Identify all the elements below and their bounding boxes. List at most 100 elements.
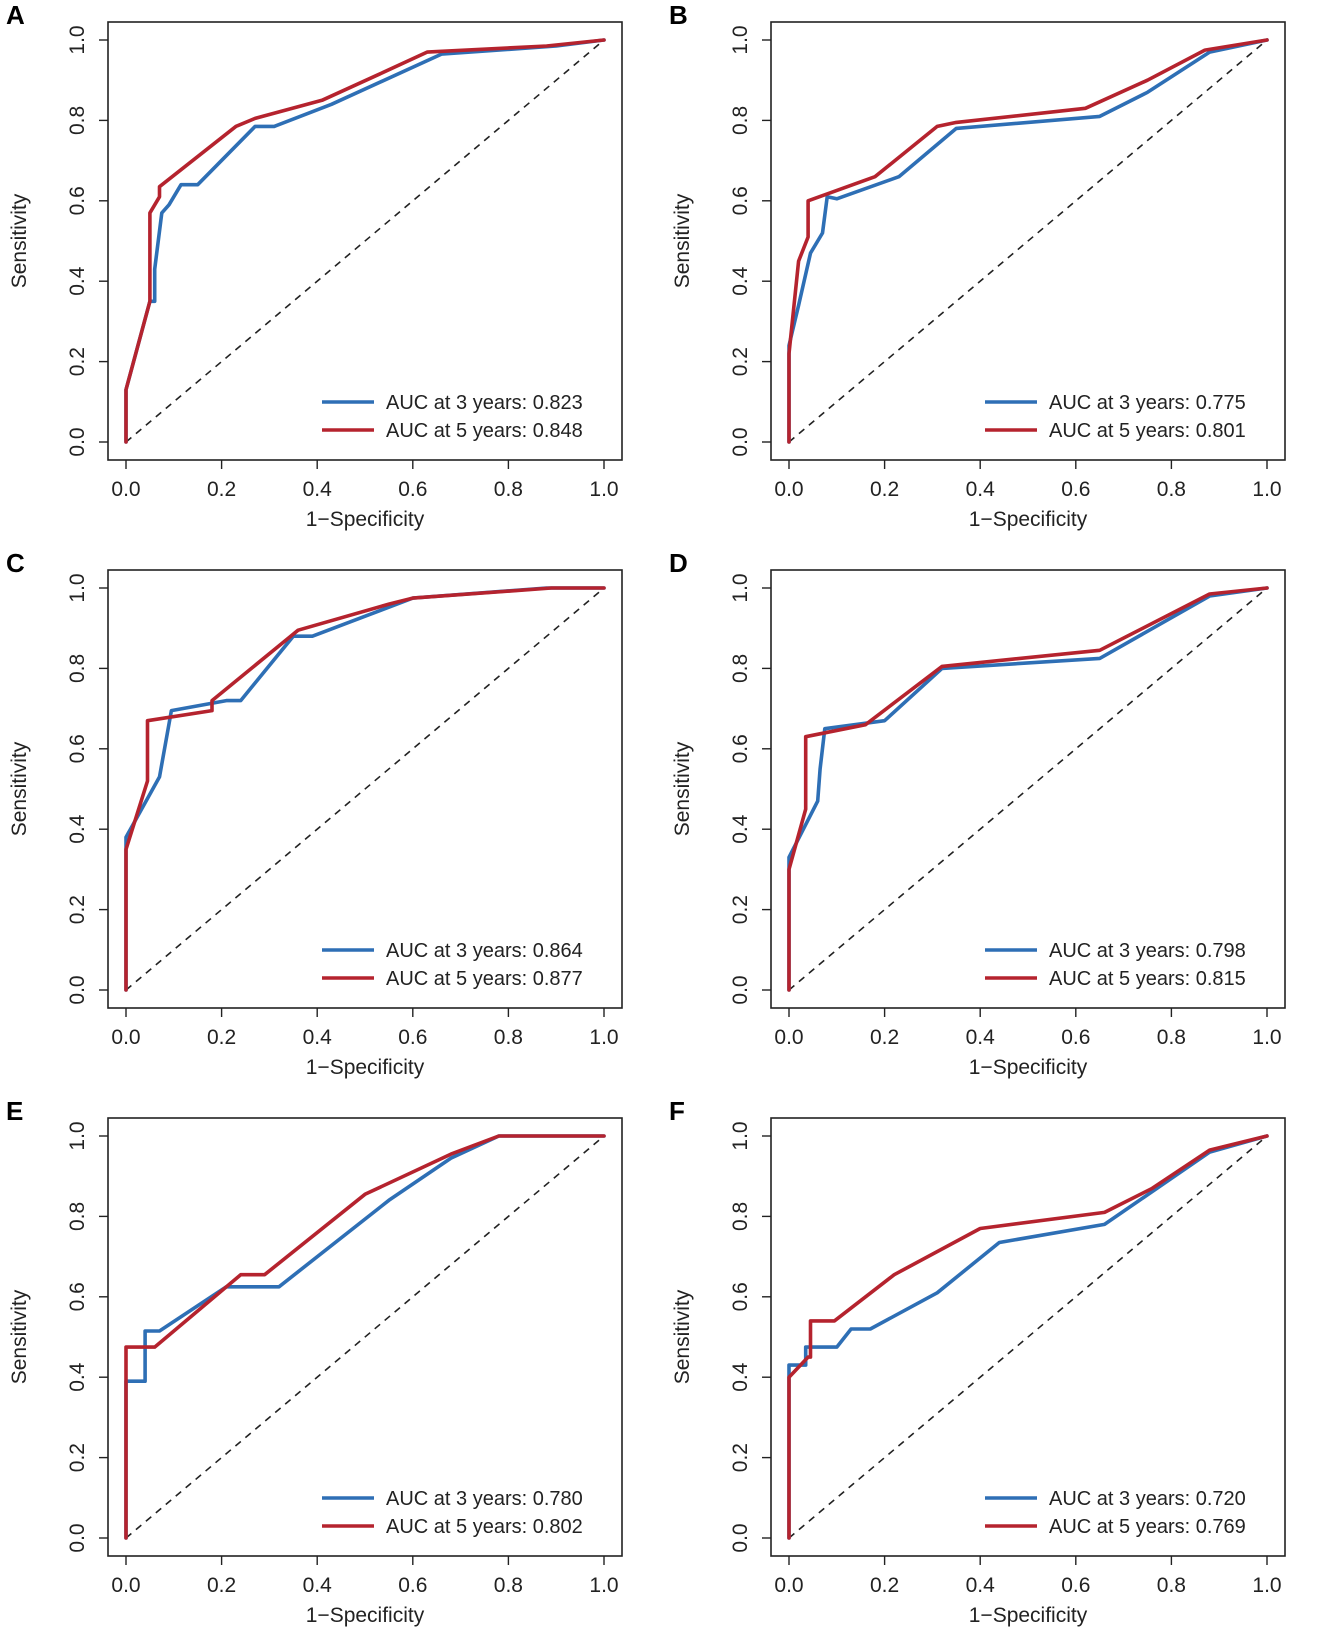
x-tick-label: 0.2 bbox=[207, 1026, 236, 1049]
y-tick-label: 0.2 bbox=[729, 347, 752, 376]
y-tick-label: 0.8 bbox=[729, 1202, 752, 1231]
plot-frame bbox=[770, 1117, 1286, 1557]
x-tick-label: 0.8 bbox=[494, 478, 523, 501]
x-tick-label: 0.4 bbox=[303, 1026, 333, 1049]
panel-label: C bbox=[6, 548, 25, 578]
x-tick-label: 0.0 bbox=[111, 1026, 140, 1049]
y-tick-label: 0.4 bbox=[66, 814, 89, 844]
y-tick-label: 0.6 bbox=[729, 1282, 752, 1311]
y-tick-label: 1.0 bbox=[66, 25, 89, 54]
x-tick-label: 0.6 bbox=[1061, 478, 1090, 501]
y-tick-label: 0.4 bbox=[729, 266, 752, 296]
plot-frame bbox=[107, 1117, 623, 1557]
legend-label: AUC at 5 years: 0.815 bbox=[1049, 968, 1246, 990]
legend-label: AUC at 3 years: 0.798 bbox=[1049, 940, 1246, 962]
panel-label: F bbox=[669, 1096, 685, 1126]
legend-label: AUC at 5 years: 0.848 bbox=[386, 420, 583, 442]
legend-label: AUC at 5 years: 0.769 bbox=[1049, 1516, 1246, 1538]
reference-diagonal bbox=[788, 587, 1268, 991]
roc-chart-A: A 0.0 0.2 0.4 0.6 0.8 1.0 0.0 0.2 0.4 0.6 0.8 1.0 1−S… bbox=[6, 0, 623, 531]
legend-label: AUC at 3 years: 0.780 bbox=[386, 1488, 583, 1510]
y-tick-label: 0.0 bbox=[729, 1523, 752, 1552]
y-tick-label: 0.6 bbox=[729, 734, 752, 763]
y-axis-title: Sensitivity bbox=[8, 1289, 31, 1384]
panel-B: B 0.0 0.2 0.4 0.6 0.8 1.0 0.0 0.2 0.4 0.6 0.8 1.0 1−S… bbox=[663, 0, 1326, 548]
y-tick-label: 0.8 bbox=[66, 106, 89, 135]
y-tick-label: 1.0 bbox=[729, 1121, 752, 1150]
reference-diagonal bbox=[788, 1135, 1268, 1539]
x-tick-label: 0.8 bbox=[1157, 478, 1186, 501]
panel-label: D bbox=[669, 548, 688, 578]
y-tick-label: 0.4 bbox=[729, 814, 752, 844]
y-axis-title: Sensitivity bbox=[8, 193, 31, 288]
legend-label: AUC at 3 years: 0.775 bbox=[1049, 392, 1246, 414]
y-tick-label: 1.0 bbox=[729, 573, 752, 602]
y-tick-label: 0.8 bbox=[729, 654, 752, 683]
x-tick-label: 0.6 bbox=[398, 1026, 427, 1049]
roc-chart-B: B 0.0 0.2 0.4 0.6 0.8 1.0 0.0 0.2 0.4 0.6 0.8 1.0 1−S… bbox=[669, 0, 1286, 531]
x-tick-label: 0.2 bbox=[207, 1574, 236, 1597]
y-tick-label: 0.0 bbox=[66, 427, 89, 456]
roc-curve-5-years bbox=[787, 1134, 1269, 1540]
x-tick-label: 1.0 bbox=[589, 1026, 618, 1049]
x-axis-title: 1−Specificity bbox=[306, 508, 425, 531]
x-tick-label: 0.8 bbox=[494, 1574, 523, 1597]
roc-curve-5-years bbox=[787, 38, 1269, 444]
plot-frame bbox=[770, 569, 1286, 1009]
y-axis-title: Sensitivity bbox=[8, 741, 31, 836]
reference-diagonal bbox=[125, 587, 605, 991]
x-tick-label: 0.6 bbox=[398, 478, 427, 501]
y-tick-label: 0.4 bbox=[66, 266, 89, 296]
legend-label: AUC at 3 years: 0.720 bbox=[1049, 1488, 1246, 1510]
reference-diagonal bbox=[788, 39, 1268, 443]
y-tick-label: 0.0 bbox=[66, 1523, 89, 1552]
y-axis-title: Sensitivity bbox=[671, 193, 694, 288]
x-tick-label: 0.0 bbox=[774, 1026, 803, 1049]
x-tick-label: 1.0 bbox=[589, 478, 618, 501]
x-tick-label: 0.8 bbox=[1157, 1574, 1186, 1597]
panel-D: D 0.0 0.2 0.4 0.6 0.8 1.0 0.0 0.2 0.4 0.6 0.8 1.0 1−S… bbox=[663, 548, 1326, 1096]
x-axis-title: 1−Specificity bbox=[969, 1604, 1088, 1627]
roc-curve-5-years bbox=[124, 586, 606, 992]
x-tick-label: 0.4 bbox=[966, 1574, 996, 1597]
x-tick-label: 0.6 bbox=[398, 1574, 427, 1597]
y-tick-label: 0.6 bbox=[66, 1282, 89, 1311]
y-tick-label: 0.8 bbox=[729, 106, 752, 135]
x-tick-label: 0.0 bbox=[774, 478, 803, 501]
x-tick-label: 0.4 bbox=[303, 478, 333, 501]
y-tick-label: 0.6 bbox=[66, 734, 89, 763]
panel-E: E 0.0 0.2 0.4 0.6 0.8 1.0 0.0 0.2 0.4 0.6 0.8 1.0 1−S… bbox=[0, 1096, 663, 1644]
x-tick-label: 1.0 bbox=[1252, 478, 1281, 501]
y-tick-label: 0.8 bbox=[66, 1202, 89, 1231]
x-tick-label: 1.0 bbox=[589, 1574, 618, 1597]
y-tick-label: 0.0 bbox=[66, 975, 89, 1004]
y-axis-title: Sensitivity bbox=[671, 1289, 694, 1384]
y-tick-label: 1.0 bbox=[729, 25, 752, 54]
x-tick-label: 0.6 bbox=[1061, 1026, 1090, 1049]
y-tick-label: 0.6 bbox=[66, 186, 89, 215]
y-tick-label: 0.6 bbox=[729, 186, 752, 215]
x-tick-label: 0.6 bbox=[1061, 1574, 1090, 1597]
roc-chart-C: C 0.0 0.2 0.4 0.6 0.8 1.0 0.0 0.2 0.4 0.6 0.8 1.0 1−S… bbox=[6, 548, 623, 1079]
panel-F: F 0.0 0.2 0.4 0.6 0.8 1.0 0.0 0.2 0.4 0.6 0.8 1.0 1−S… bbox=[663, 1096, 1326, 1644]
panel-label: A bbox=[6, 0, 25, 30]
y-tick-label: 0.2 bbox=[66, 895, 89, 924]
x-axis-title: 1−Specificity bbox=[306, 1604, 425, 1627]
y-tick-label: 0.4 bbox=[729, 1362, 752, 1392]
x-tick-label: 0.2 bbox=[870, 1026, 899, 1049]
x-axis-title: 1−Specificity bbox=[969, 508, 1088, 531]
roc-chart-E: E 0.0 0.2 0.4 0.6 0.8 1.0 0.0 0.2 0.4 0.6 0.8 1.0 1−S… bbox=[6, 1096, 623, 1627]
x-tick-label: 0.0 bbox=[111, 478, 140, 501]
plot-frame bbox=[107, 21, 623, 461]
y-tick-label: 0.2 bbox=[66, 347, 89, 376]
x-tick-label: 0.2 bbox=[207, 478, 236, 501]
x-tick-label: 1.0 bbox=[1252, 1574, 1281, 1597]
roc-chart-D: D 0.0 0.2 0.4 0.6 0.8 1.0 0.0 0.2 0.4 0.6 0.8 1.0 1−S… bbox=[669, 548, 1286, 1079]
x-tick-label: 0.0 bbox=[774, 1574, 803, 1597]
x-tick-label: 0.2 bbox=[870, 1574, 899, 1597]
x-axis-title: 1−Specificity bbox=[969, 1056, 1088, 1079]
x-tick-label: 0.0 bbox=[111, 1574, 140, 1597]
legend-label: AUC at 5 years: 0.877 bbox=[386, 968, 583, 990]
roc-chart-F: F 0.0 0.2 0.4 0.6 0.8 1.0 0.0 0.2 0.4 0.6 0.8 1.0 1−S… bbox=[669, 1096, 1286, 1627]
